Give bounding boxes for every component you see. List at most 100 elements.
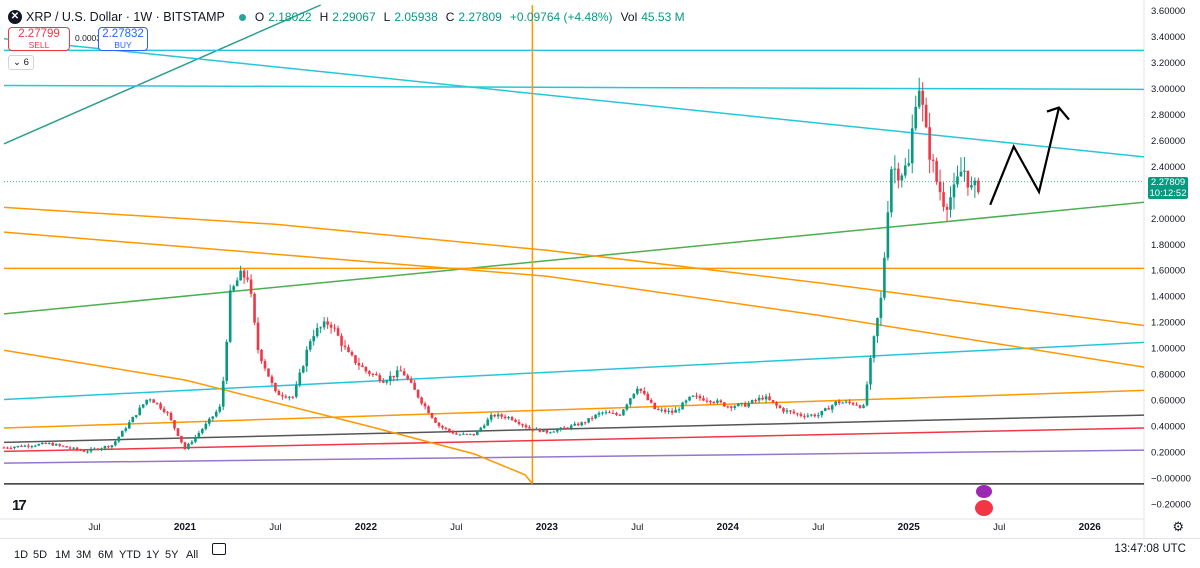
candle-body (475, 430, 479, 436)
candle-body (785, 410, 789, 412)
candle-body (733, 406, 737, 408)
candle-body (823, 408, 827, 411)
candle-body (180, 435, 183, 443)
candle-body (729, 406, 733, 408)
candle-body (235, 280, 239, 287)
candle-body (61, 445, 65, 447)
candle-body (270, 376, 274, 383)
candle-body (587, 418, 590, 423)
clock[interactable]: 13:47:08 UTC (1114, 543, 1186, 555)
indicators-toggle[interactable]: ⌄ 6 (8, 55, 34, 70)
candle-body (810, 414, 813, 416)
candle-body (695, 395, 698, 397)
candle-body (392, 375, 396, 378)
candle-body (903, 165, 907, 176)
projection-arrowhead (1046, 106, 1070, 121)
candle-body (416, 389, 420, 398)
candle-body (886, 212, 890, 258)
candle-body (928, 127, 931, 160)
x-tick-label: Jul (88, 522, 100, 533)
candle-body (524, 425, 528, 428)
candle-body (649, 399, 653, 403)
buy-button[interactable]: 2.27832 BUY (98, 27, 148, 51)
candle-body (803, 415, 806, 417)
candle-body (114, 441, 117, 446)
timeframe-5y[interactable]: 5Y (165, 549, 179, 561)
candle-body (145, 399, 148, 405)
candle-body (799, 414, 803, 416)
candle-body (883, 257, 886, 298)
volume-value: 45.53 M (641, 10, 685, 24)
timeframe-1y[interactable]: 1Y (146, 549, 160, 561)
candle-body (34, 445, 37, 447)
candle-body (228, 290, 232, 342)
candle-body (420, 397, 423, 404)
candle-body (629, 398, 632, 405)
x-tick-label: Jul (450, 522, 462, 533)
candle-body (747, 403, 750, 407)
x-tick-label: 2026 (1079, 522, 1102, 533)
timeframe-1m[interactable]: 1M (55, 549, 71, 561)
candle-body (409, 378, 413, 383)
candle-body (16, 445, 20, 447)
candle-body (952, 184, 956, 198)
candle-body (54, 444, 58, 446)
candle-body (775, 402, 778, 406)
candle-body (301, 366, 305, 373)
y-tick-label: 3.60000 (1151, 6, 1185, 17)
timeframe-ytd[interactable]: YTD (119, 549, 141, 561)
us-flag-icon[interactable] (975, 500, 993, 516)
event-icon[interactable] (976, 485, 992, 498)
candle-body (173, 420, 176, 429)
y-tick-label: 0.20000 (1151, 447, 1185, 458)
x-tick-label: Jul (269, 522, 281, 533)
tradingview-logo[interactable]: 17 (12, 497, 27, 514)
candle-body (354, 355, 357, 364)
candle-body (736, 403, 740, 407)
candle-body (921, 90, 924, 105)
timeframe-6m[interactable]: 6M (98, 549, 114, 561)
calendar-icon[interactable] (212, 543, 226, 555)
candle-body (340, 335, 343, 346)
candle-body (288, 396, 291, 398)
timeframe-3m[interactable]: 3M (76, 549, 92, 561)
candle-body (364, 366, 368, 372)
open-value: 2.18022 (268, 10, 312, 24)
candle-body (611, 412, 615, 414)
candle-body (719, 400, 723, 403)
timeframe-5d[interactable]: 5D (33, 549, 48, 561)
candle-body (813, 414, 817, 417)
timeframe-1d[interactable]: 1D (14, 549, 29, 561)
candle-body (545, 429, 549, 433)
candle-body (538, 428, 542, 432)
symbol-title[interactable]: XRP / U.S. Dollar · 1W · BITSTAMP (26, 10, 225, 24)
sell-button[interactable]: 2.27799 SELL (8, 27, 70, 51)
candle-body (712, 402, 716, 404)
candle-body (315, 328, 319, 337)
candle-body (322, 321, 326, 328)
timeframe-all[interactable]: All (186, 549, 199, 561)
settings-icon[interactable]: ⚙ (1172, 519, 1184, 534)
candle-body (507, 417, 510, 419)
trend-line (3, 414, 1145, 444)
trend-line (3, 389, 1145, 429)
candle-body (434, 417, 437, 423)
high-label: H (319, 10, 329, 24)
x-tick-label: 2022 (355, 522, 378, 533)
candle-body (455, 433, 458, 435)
candle-body (917, 90, 921, 107)
candle-body (750, 400, 754, 404)
candle-body (20, 445, 23, 447)
trend-line (3, 37, 1145, 158)
candle-body (159, 403, 162, 409)
candle-body (844, 401, 848, 403)
candle-body (761, 397, 764, 400)
change-value: +0.09764 (+4.48%) (509, 10, 613, 24)
candle-body (131, 416, 135, 423)
candle-body (388, 375, 392, 382)
candle-body (110, 445, 114, 448)
candle-body (677, 409, 681, 411)
candle-body (702, 398, 705, 401)
candle-body (30, 446, 34, 448)
